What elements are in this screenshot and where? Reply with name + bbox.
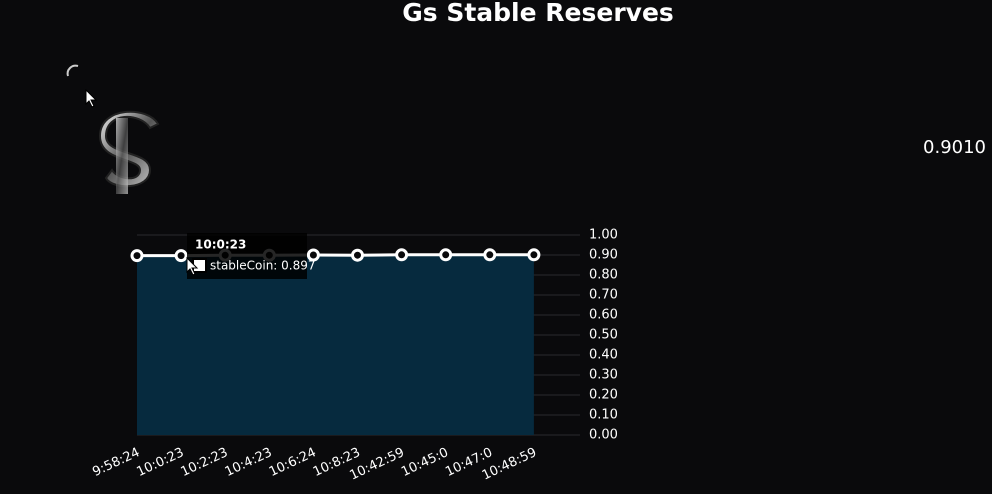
logo-bar: [116, 118, 128, 194]
x-tick-label: 10:4:23: [223, 445, 275, 480]
point: [395, 248, 409, 262]
x-tick-label: 10:6:24: [267, 445, 319, 480]
y-tick-label: 0.60: [589, 308, 618, 323]
tooltip-label: stableCoin: 0.897: [210, 259, 316, 273]
area: [137, 254, 534, 435]
y-tick-label: 0.80: [589, 268, 618, 283]
point: [527, 248, 541, 262]
y-tick-label: 0.10: [589, 408, 618, 423]
tooltip: 10:0:23 stableCoin: 0.897: [186, 233, 316, 279]
x-tick-label: 10:2:23: [179, 445, 231, 480]
current-value: 0.9010: [923, 137, 986, 158]
y-tick-label: 1.00: [589, 228, 618, 243]
y-tick-label: 0.50: [589, 328, 618, 343]
y-tick-label: 0.30: [589, 368, 618, 383]
cursor: [85, 88, 98, 108]
point: [439, 248, 453, 262]
y-tick-label: 0.20: [589, 388, 618, 403]
page-title: Gs Stable Reserves: [402, 0, 674, 27]
x-tick-label: 10:0:23: [135, 445, 187, 480]
spinner: [66, 64, 79, 77]
y-tick-label: 0.70: [589, 288, 618, 303]
point: [351, 248, 364, 262]
point: [174, 249, 188, 263]
x-tick-label: 10:45:0: [399, 445, 451, 480]
y-tick-label: 0.40: [589, 348, 618, 363]
y-tick-label: 0.90: [589, 248, 618, 263]
y-tick-label: 0.00: [589, 428, 618, 443]
x-tick-label: 9:58:24: [90, 445, 142, 480]
point: [306, 248, 320, 262]
point: [483, 248, 497, 262]
point: [130, 249, 144, 263]
cursor: [186, 256, 199, 276]
chart: 0.00 0.10 0.20 0.30 0.40 0.50 0.60 0.70 0.80 0.90…: [90, 228, 618, 484]
tooltip-title: 10:0:23: [195, 238, 246, 252]
logo: [98, 110, 160, 188]
